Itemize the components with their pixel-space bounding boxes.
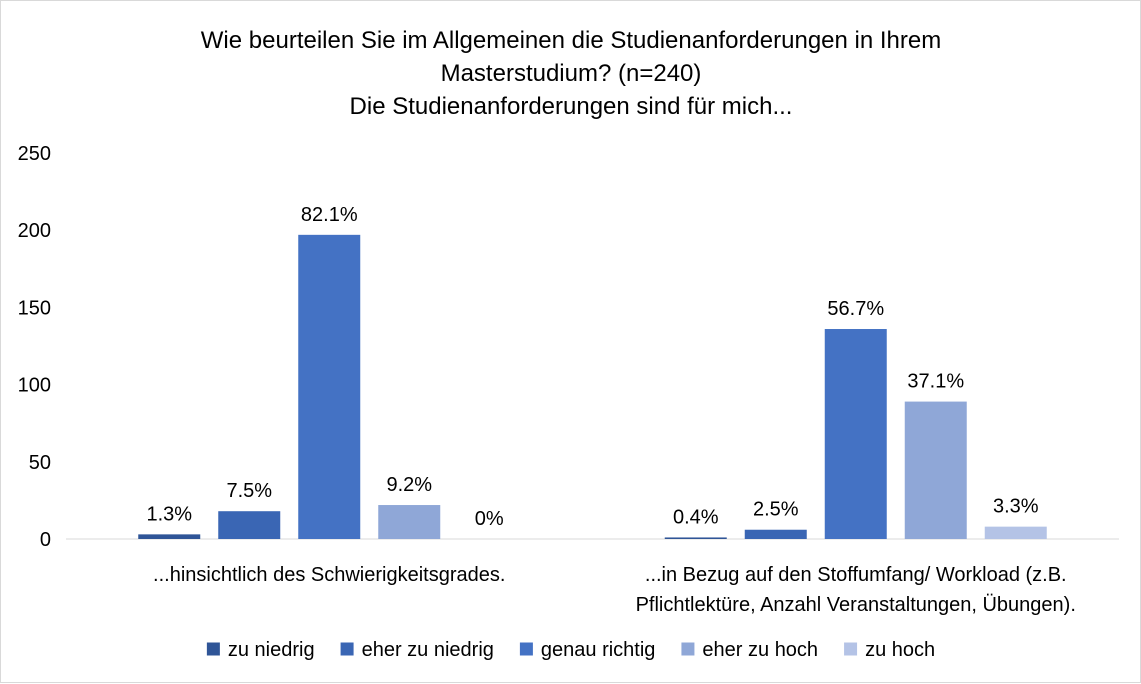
- data-label: 1.3%: [146, 503, 192, 525]
- bar: [984, 526, 1047, 539]
- legend-swatch: [206, 642, 220, 656]
- bar: [664, 537, 727, 539]
- data-label: 0.4%: [673, 506, 719, 528]
- legend-label: eher zu hoch: [702, 639, 818, 661]
- x-category-label: ...in Bezug auf den Stoffumfang/ Workloa…: [645, 564, 1067, 586]
- legend-label: zu niedrig: [228, 639, 315, 661]
- y-axis: 0 50 100 150 200 250: [18, 143, 51, 551]
- legend-label: zu hoch: [865, 639, 935, 661]
- data-label: 9.2%: [386, 474, 432, 496]
- bar: [824, 329, 887, 539]
- legend-swatch: [681, 642, 695, 656]
- legend-label: genau richtig: [541, 639, 656, 661]
- bar: [218, 511, 281, 539]
- bar: [138, 534, 201, 539]
- data-labels: 1.3% 0.4% 7.5% 2.5% 82.1% 56.7% 9.2% 37.1% 0% 3.3…: [146, 204, 1038, 530]
- x-category-label: Pflichtlektüre, Anzahl Veranstaltungen, …: [636, 594, 1076, 616]
- y-tick-label: 0: [40, 529, 51, 551]
- legend-swatch: [340, 642, 354, 656]
- data-label: 2.5%: [753, 499, 799, 521]
- y-tick-label: 250: [18, 143, 51, 165]
- bars: [138, 234, 1047, 539]
- bar: [378, 505, 441, 539]
- data-label: 3.3%: [993, 496, 1039, 518]
- chart-title-line: Masterstudium? (n=240): [441, 60, 702, 87]
- data-label: 0%: [475, 508, 504, 530]
- y-tick-label: 100: [18, 375, 51, 397]
- y-tick-label: 150: [18, 297, 51, 319]
- data-label: 82.1%: [301, 204, 358, 226]
- legend: zu niedrig eher zu niedrig genau richtig eh…: [206, 639, 935, 661]
- bar: [298, 234, 361, 539]
- x-category-label: ...hinsichtlich des Schwierigkeitsgrades…: [153, 564, 505, 586]
- bar: [744, 529, 807, 539]
- legend-swatch: [844, 642, 858, 656]
- chart-title-line: Wie beurteilen Sie im Allgemeinen die St…: [201, 27, 941, 54]
- y-tick-label: 200: [18, 220, 51, 242]
- y-tick-label: 50: [29, 452, 51, 474]
- legend-label: eher zu niedrig: [362, 639, 494, 661]
- data-label: 7.5%: [226, 480, 272, 502]
- bar: [904, 401, 967, 539]
- chart-title-line: Die Studienanforderungen sind für mich..…: [350, 93, 793, 120]
- legend-swatch: [519, 642, 533, 656]
- data-label: 56.7%: [827, 298, 884, 320]
- chart-title: Wie beurteilen Sie im Allgemeinen die St…: [201, 27, 941, 120]
- data-label: 37.1%: [907, 371, 964, 393]
- x-axis-categories: ...hinsichtlich des Schwierigkeitsgrades…: [153, 564, 1076, 616]
